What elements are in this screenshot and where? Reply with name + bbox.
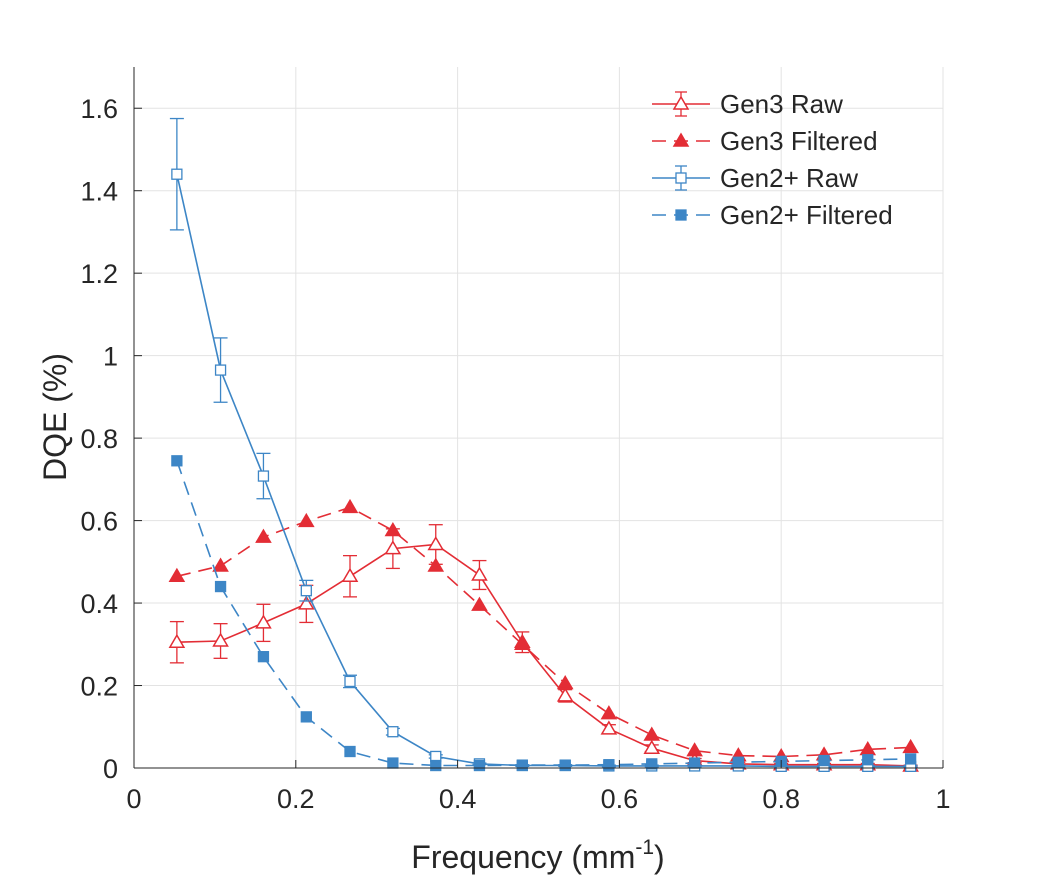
data-point — [471, 566, 488, 581]
series-line — [176, 506, 911, 758]
legend-label: Gen3 Raw — [720, 89, 843, 119]
data-point — [300, 711, 312, 723]
data-point — [686, 742, 703, 757]
data-point — [556, 687, 574, 702]
data-point — [168, 633, 186, 648]
data-point — [344, 675, 356, 688]
data-point — [603, 759, 615, 771]
y-tick-label: 1.4 — [80, 177, 118, 207]
x-tick-label: 0.2 — [277, 784, 315, 814]
data-point — [818, 754, 830, 767]
data-point — [387, 726, 399, 738]
data-point — [255, 614, 272, 629]
data-point — [257, 651, 270, 663]
y-tick-label: 1.6 — [80, 94, 118, 124]
data-point — [514, 635, 531, 651]
data-point — [600, 705, 618, 720]
x-tick-label: 0 — [126, 784, 141, 814]
data-point — [171, 168, 183, 180]
y-tick-label: 0.2 — [80, 672, 118, 702]
legend-label: Gen2+ Raw — [720, 163, 858, 193]
x-tick-label: 0.6 — [601, 784, 639, 814]
data-point — [171, 455, 183, 467]
legend-marker — [672, 132, 690, 147]
data-point — [559, 759, 571, 771]
legend-marker — [675, 172, 687, 184]
data-point — [471, 596, 488, 611]
grid-lines — [134, 67, 944, 768]
y-tick-label: 0 — [103, 754, 118, 784]
data-point — [902, 738, 919, 754]
data-point — [212, 632, 229, 647]
data-point — [427, 557, 445, 572]
x-axis-label-superscript: -1 — [635, 836, 654, 859]
data-point — [300, 585, 312, 597]
series-line — [176, 174, 911, 768]
y-tick-label: 0.4 — [80, 589, 118, 619]
data-point — [344, 745, 356, 758]
data-point — [384, 521, 402, 537]
data-point — [257, 470, 270, 482]
data-point — [214, 364, 227, 376]
x-tick-label: 0.4 — [439, 784, 477, 814]
x-axis-label-main: Frequency (mm — [411, 839, 635, 875]
series-gen2-filtered — [171, 455, 917, 772]
data-point — [904, 753, 917, 765]
data-point — [688, 757, 701, 769]
legend-label: Gen3 Filtered — [720, 126, 878, 156]
legend-entry: Gen2+ Raw — [652, 163, 858, 193]
x-tick-label: 1 — [935, 784, 950, 814]
data-point — [643, 739, 661, 754]
data-point — [427, 536, 445, 551]
y-tick-label: 0.6 — [80, 507, 118, 537]
series-gen3-filtered — [168, 498, 919, 763]
series-gen3-raw — [168, 524, 919, 772]
legend-entry: Gen2+ Filtered — [652, 200, 893, 230]
tick-labels: 0 0.2 0.4 0.6 0.8 1 0 0.2 0.4 0.6 0.8 1 1.2 1.4 1.6 — [80, 94, 950, 814]
data-point — [473, 759, 486, 772]
legend-entry: Gen3 Raw — [652, 89, 843, 119]
data-point — [212, 557, 229, 572]
data-point — [168, 567, 186, 583]
data-point — [298, 595, 315, 610]
axes — [133, 67, 943, 769]
data-point — [341, 567, 359, 583]
y-axis-label: DQE (%) — [37, 353, 73, 481]
legend-marker — [672, 95, 690, 110]
data-point — [341, 498, 359, 514]
series-line — [176, 460, 911, 767]
data-point — [430, 759, 442, 772]
data-point — [646, 758, 658, 770]
data-point — [255, 528, 272, 543]
data-point — [384, 540, 402, 555]
data-point — [643, 726, 661, 741]
y-tick-label: 1.2 — [80, 259, 118, 289]
data-point — [516, 759, 528, 771]
data-point — [556, 674, 574, 690]
x-axis-label-end: ) — [654, 839, 665, 875]
series-layer — [168, 117, 919, 773]
legend-label: Gen2+ Filtered — [720, 200, 893, 230]
series-line — [176, 543, 911, 767]
data-point — [600, 720, 618, 735]
legend: Gen3 Raw Gen3 Filtered Gen2+ Raw Gen2+ Filt… — [652, 89, 893, 230]
data-point — [298, 512, 315, 528]
data-point — [387, 757, 399, 769]
data-point — [862, 754, 874, 766]
y-tick-label: 1 — [103, 342, 118, 372]
data-point — [732, 756, 744, 768]
x-axis-label: Frequency (mm-1) — [411, 836, 664, 875]
legend-marker — [675, 209, 687, 221]
y-tick-label: 0.8 — [80, 424, 118, 454]
legend-entry: Gen3 Filtered — [652, 126, 878, 156]
data-point — [214, 580, 227, 593]
x-tick-label: 0.8 — [762, 784, 800, 814]
